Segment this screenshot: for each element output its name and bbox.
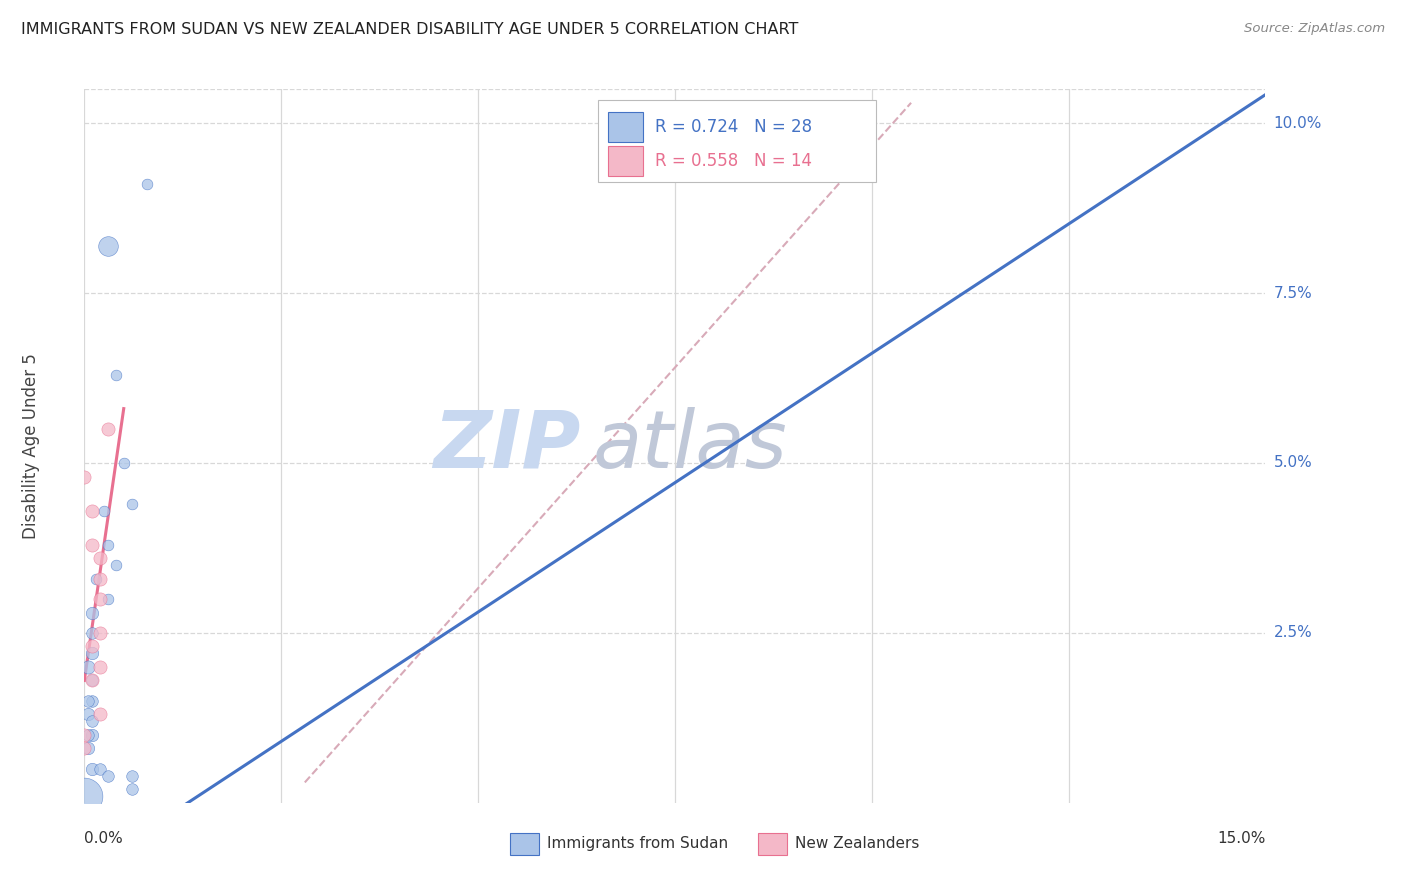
Point — [82, 537, 104, 551]
Text: IMMIGRANTS FROM SUDAN VS NEW ZEALANDER DISABILITY AGE UNDER 5 CORRELATION CHART: IMMIGRANTS FROM SUDAN VS NEW ZEALANDER D… — [21, 22, 799, 37]
Bar — [509, 833, 538, 855]
Point — [121, 769, 143, 783]
Point — [89, 660, 111, 674]
Text: Source: ZipAtlas.com: Source: ZipAtlas.com — [1244, 22, 1385, 36]
Point — [82, 694, 104, 708]
Text: ZIP: ZIP — [433, 407, 581, 485]
Point — [77, 741, 100, 756]
Point — [89, 626, 111, 640]
Text: R = 0.558   N = 14: R = 0.558 N = 14 — [655, 152, 811, 169]
Point — [82, 673, 104, 688]
Point — [97, 591, 120, 606]
Point — [82, 646, 104, 660]
Point — [136, 178, 159, 192]
Text: 2.5%: 2.5% — [1274, 625, 1312, 640]
Text: 0.0%: 0.0% — [84, 831, 124, 847]
Text: 10.0%: 10.0% — [1274, 116, 1322, 131]
Point — [97, 769, 120, 783]
Bar — [607, 112, 643, 142]
Point — [77, 707, 100, 722]
Point — [73, 728, 96, 742]
Point — [89, 591, 111, 606]
Text: atlas: atlas — [592, 407, 787, 485]
Point — [73, 789, 96, 803]
Point — [104, 368, 127, 382]
Point — [89, 707, 111, 722]
Point — [77, 728, 100, 742]
Point — [82, 728, 104, 742]
Point — [82, 626, 104, 640]
Point — [82, 714, 104, 729]
Text: Immigrants from Sudan: Immigrants from Sudan — [547, 836, 728, 851]
Point — [82, 503, 104, 517]
Point — [97, 422, 120, 436]
Point — [82, 673, 104, 688]
Point — [73, 741, 96, 756]
Bar — [758, 833, 787, 855]
FancyBboxPatch shape — [598, 100, 876, 182]
Bar — [607, 145, 643, 176]
Point — [104, 558, 127, 572]
Point — [121, 497, 143, 511]
Point — [82, 640, 104, 654]
Point — [84, 572, 107, 586]
Point — [93, 503, 115, 517]
Point — [82, 762, 104, 776]
Point — [73, 469, 96, 483]
Point — [77, 694, 100, 708]
Point — [89, 572, 111, 586]
Point — [82, 606, 104, 620]
Text: 7.5%: 7.5% — [1274, 285, 1312, 301]
Point — [112, 456, 135, 470]
Point — [97, 238, 120, 252]
Point — [89, 551, 111, 566]
Text: New Zealanders: New Zealanders — [796, 836, 920, 851]
Point — [89, 762, 111, 776]
Text: Disability Age Under 5: Disability Age Under 5 — [22, 353, 41, 539]
Text: 5.0%: 5.0% — [1274, 456, 1312, 470]
Point — [77, 660, 100, 674]
Text: R = 0.724   N = 28: R = 0.724 N = 28 — [655, 118, 811, 136]
Text: 15.0%: 15.0% — [1218, 831, 1265, 847]
Point — [97, 537, 120, 551]
Point — [121, 782, 143, 797]
